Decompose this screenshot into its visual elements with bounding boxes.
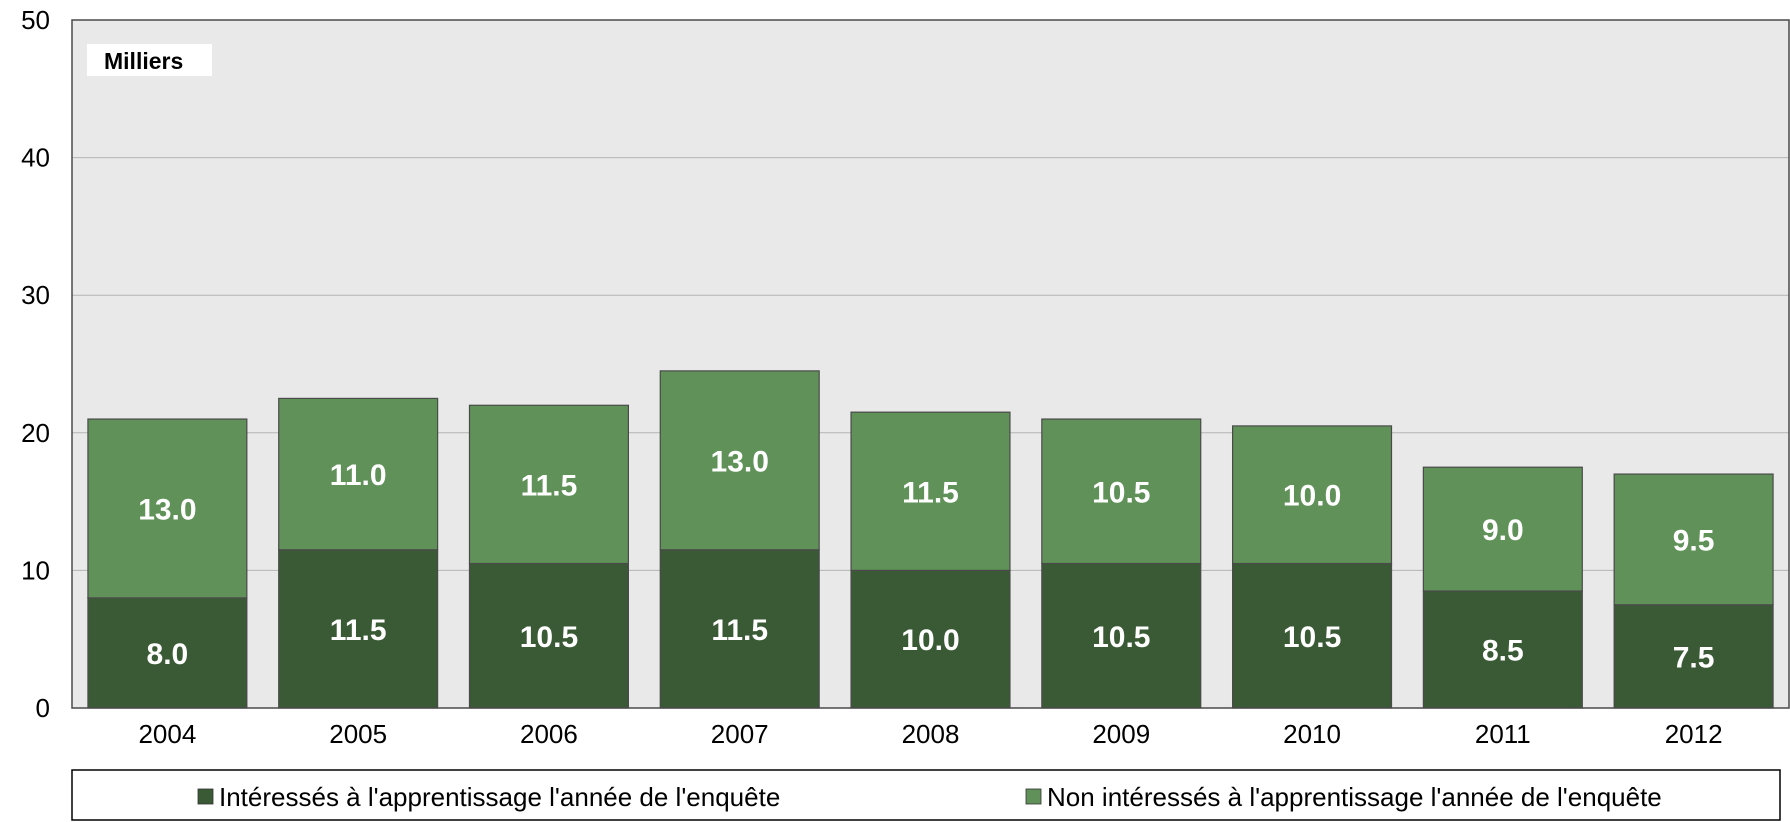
data-label-2011-series-1: 9.0 [1482, 514, 1524, 547]
x-tick-label: 2010 [1283, 719, 1341, 749]
bar-segment-2009-series-0 [1041, 562, 1202, 709]
data-label-2008-series-1: 11.5 [902, 476, 959, 509]
data-label-2006-series-0: 10.5 [520, 621, 578, 654]
bars [87, 370, 1774, 709]
bar-segment-2006-series-1 [468, 404, 630, 565]
bar-segment-2011-series-0 [1422, 590, 1583, 709]
legend-swatch-0 [197, 788, 214, 805]
y-tick-label: 20 [21, 418, 50, 448]
data-label-2010-series-0: 10.5 [1283, 621, 1341, 654]
bar-segment-2011-series-1 [1422, 466, 1583, 592]
x-tick-label: 2008 [902, 719, 960, 749]
data-label-2009-series-0: 10.5 [1092, 621, 1150, 654]
plot-border [71, 19, 1790, 709]
y-tick-label: 50 [21, 5, 50, 35]
bar-segment-2005-series-0 [278, 549, 439, 709]
data-label-2012-series-0: 7.5 [1673, 641, 1715, 674]
data-label-2012-series-1: 9.5 [1673, 524, 1715, 557]
bar-segment-2012-series-1 [1613, 473, 1774, 606]
bar-segment-2010-series-0 [1231, 562, 1393, 709]
x-tick-label: 2005 [329, 719, 387, 749]
x-tick-label: 2007 [711, 719, 769, 749]
x-tick-label: 2011 [1475, 719, 1531, 749]
data-label-2007-series-0: 11.5 [711, 614, 768, 647]
data-label-2008-series-0: 10.0 [901, 624, 959, 657]
data-label-2004-series-1: 13.0 [138, 493, 196, 526]
y-axis-ticks: 0 10 20 30 40 50 [21, 5, 50, 723]
bar-segment-2008-series-0 [850, 569, 1011, 709]
data-label-2005-series-0: 11.5 [330, 614, 387, 647]
bar-segment-2007-series-1 [659, 370, 820, 551]
x-axis-ticks: 2004 2005 2006 2007 2008 2009 2010 2011 2012 [138, 719, 1722, 749]
legend-box [71, 769, 1781, 821]
y-tick-label: 10 [21, 555, 50, 585]
x-tick-label: 2006 [520, 719, 578, 749]
x-tick-label: 2012 [1665, 719, 1723, 749]
x-tick-label: 2004 [138, 719, 196, 749]
x-tick-label: 2009 [1092, 719, 1150, 749]
data-labels: 8.0 13.0 11.5 11.0 10.5 11.5 11.5 13.0 10.0 11.5 1… [138, 445, 1714, 674]
data-label-2009-series-1: 10.5 [1092, 476, 1150, 509]
data-label-2004-series-0: 8.0 [147, 638, 189, 671]
data-label-2010-series-1: 10.0 [1283, 480, 1341, 513]
y-tick-label: 40 [21, 143, 50, 173]
bar-segment-2007-series-0 [659, 549, 820, 709]
bar-segment-2012-series-0 [1613, 604, 1774, 709]
data-label-2007-series-1: 13.0 [711, 445, 769, 478]
bar-segment-2010-series-1 [1231, 425, 1393, 565]
data-label-2005-series-1: 11.0 [330, 459, 387, 492]
y-tick-label: 30 [21, 280, 50, 310]
legend: Intéressés à l'apprentissage l'année de … [71, 769, 1781, 821]
data-label-2006-series-1: 11.5 [521, 469, 578, 502]
bar-segment-2005-series-1 [278, 397, 439, 551]
bar-segment-2008-series-1 [850, 411, 1011, 572]
legend-label-0: Intéressés à l'apprentissage l'année de … [219, 782, 780, 812]
unit-label-box: Milliers [87, 44, 212, 76]
legend-swatch-1 [1025, 788, 1042, 805]
bar-segment-2004-series-1 [87, 418, 248, 599]
bar-segment-2006-series-0 [468, 562, 630, 709]
bar-segment-2009-series-1 [1041, 418, 1202, 565]
data-label-2011-series-0: 8.5 [1482, 635, 1524, 668]
legend-label-1: Non intéressés à l'apprentissage l'année… [1047, 782, 1662, 812]
y-tick-label: 0 [36, 693, 50, 723]
unit-label: Milliers [104, 48, 183, 74]
